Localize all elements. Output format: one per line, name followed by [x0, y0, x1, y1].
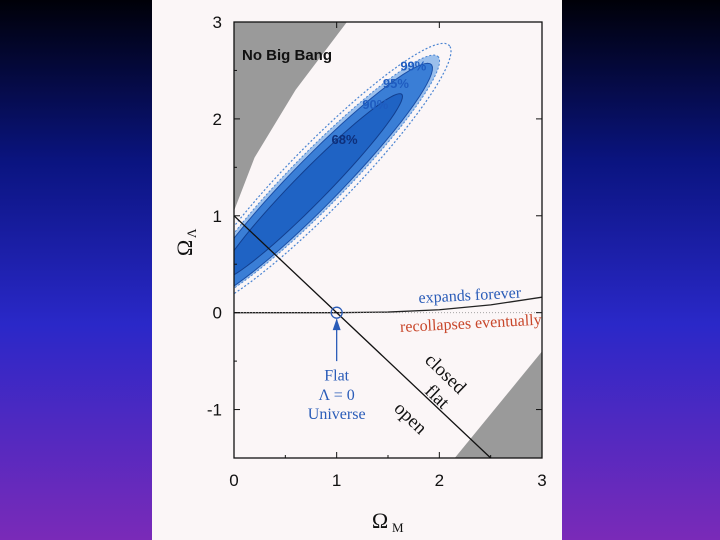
contour-label-90: 90% — [362, 97, 388, 112]
contour-label-95: 95% — [383, 76, 409, 91]
lower-right-region — [454, 351, 542, 458]
x-tick-label: 0 — [229, 471, 238, 490]
x-tick-label: 2 — [435, 471, 444, 490]
y-axis-label-group: ΩΛ — [172, 228, 199, 256]
lambda-zero-label: Λ = 0 — [319, 387, 355, 404]
y-axis-label-sub: Λ — [184, 228, 199, 238]
y-tick-label: 0 — [213, 304, 222, 323]
flat-universe-line — [234, 215, 492, 458]
figure-panel: 0 1 2 3 -1 0 1 2 3 Ω M Ω Λ No Big Bang 68% 90% 95% 99% Fl… — [152, 0, 562, 540]
no-big-bang-region — [234, 22, 347, 211]
contour-68 — [234, 93, 403, 276]
expands-forever-label: expands forever — [418, 285, 522, 307]
universe-label: Universe — [308, 406, 366, 423]
annotations: No Big Bang 68% 90% 95% 99% Flat Λ = 0 Universe… — [242, 47, 542, 439]
y-axis-label: Ω — [172, 240, 197, 256]
y-tick-label: 2 — [213, 110, 222, 129]
recollapses-label: recollapses eventually — [400, 312, 542, 336]
flat-lambda-zero-marker — [330, 306, 343, 319]
plot-area — [234, 22, 542, 458]
no-big-bang-label: No Big Bang — [242, 47, 332, 64]
contour-label-68: 68% — [332, 132, 358, 147]
x-tick-label: 3 — [537, 471, 546, 490]
x-tick-label: 1 — [332, 471, 341, 490]
x-axis-label: Ω — [372, 508, 388, 533]
open-label: open — [390, 398, 432, 439]
y-tick-label: 1 — [213, 207, 222, 226]
marker-arrow-head — [332, 318, 341, 331]
y-tick-label: -1 — [207, 401, 222, 420]
x-axis-label-sub: M — [392, 520, 404, 535]
expansion-boundary-line — [234, 296, 542, 314]
y-tick-label: 3 — [213, 13, 222, 32]
flat-label: Flat — [324, 367, 349, 384]
contour-label-99: 99% — [400, 58, 426, 73]
